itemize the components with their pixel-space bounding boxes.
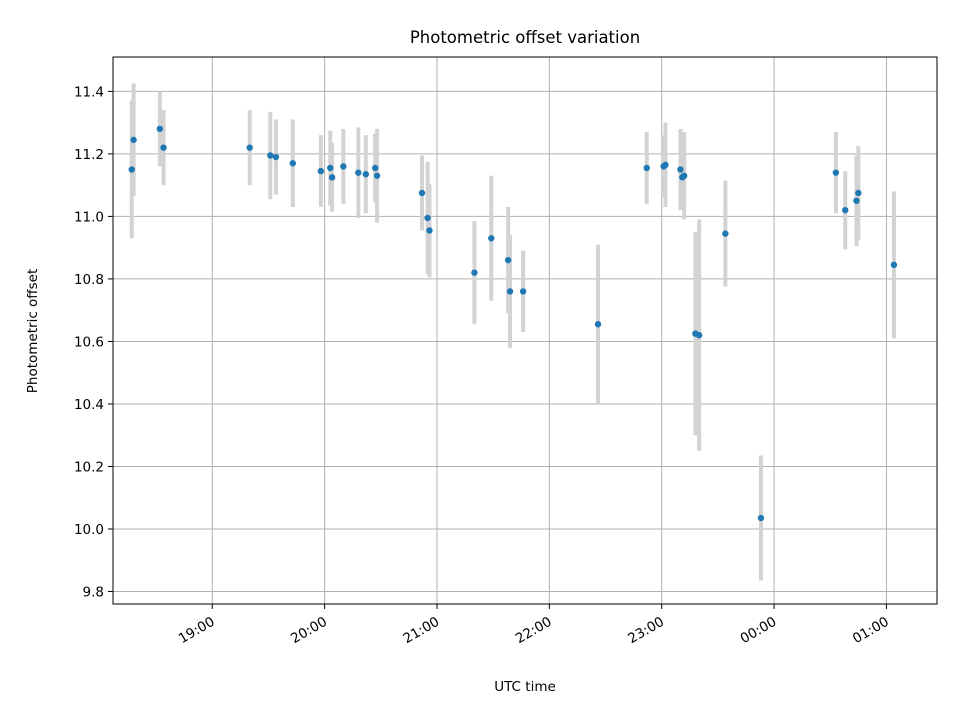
data-point (373, 172, 381, 179)
data-point (246, 144, 253, 151)
data-point (128, 166, 135, 173)
data-point (426, 227, 433, 234)
data-point (722, 230, 729, 237)
y-tick-label: 11.4 (74, 84, 104, 100)
data-point (317, 167, 325, 175)
data-point (594, 321, 602, 328)
data-point (519, 288, 527, 295)
y-tick-label: 11.2 (74, 147, 104, 163)
data-point (757, 514, 765, 522)
data-point (853, 197, 860, 204)
y-tick-label: 10.0 (74, 522, 104, 538)
data-point (340, 163, 347, 170)
y-tick-label: 11.0 (74, 209, 104, 225)
y-tick-label: 9.8 (83, 584, 104, 600)
data-point (488, 235, 495, 242)
data-point (327, 164, 334, 172)
y-tick-label: 10.8 (74, 272, 104, 288)
x-axis-label: UTC time (494, 679, 556, 695)
data-point (289, 160, 296, 167)
data-point (842, 206, 849, 214)
data-point (267, 152, 274, 159)
data-point (156, 125, 164, 133)
data-point (643, 164, 650, 172)
y-tick-label: 10.4 (74, 397, 104, 413)
data-point (362, 171, 370, 178)
chart-title: Photometric offset variation (410, 28, 640, 47)
data-markers (128, 125, 898, 522)
data-point (855, 189, 862, 197)
data-point (677, 166, 684, 173)
data-point (504, 256, 512, 264)
data-point (371, 164, 379, 172)
y-tick-label: 10.2 (74, 459, 104, 475)
plot-frame (112, 56, 938, 605)
data-point (328, 174, 336, 181)
data-point (832, 169, 840, 176)
data-point (160, 144, 167, 151)
data-point (662, 161, 669, 169)
y-axis-ticks: 9.8 10.0 10.2 10.4 10.6 10.8 11.0 11.2 11.4 (74, 84, 113, 600)
data-point (272, 153, 280, 161)
y-axis-label: Photometric offset (25, 269, 41, 393)
data-point (506, 288, 514, 295)
data-point (418, 189, 426, 197)
data-point (130, 136, 137, 144)
data-point (355, 169, 362, 176)
data-point (680, 172, 688, 179)
data-point (695, 331, 703, 339)
data-point (424, 214, 431, 222)
y-tick-label: 10.6 (74, 334, 104, 350)
data-point (890, 261, 898, 269)
data-point (471, 269, 478, 276)
